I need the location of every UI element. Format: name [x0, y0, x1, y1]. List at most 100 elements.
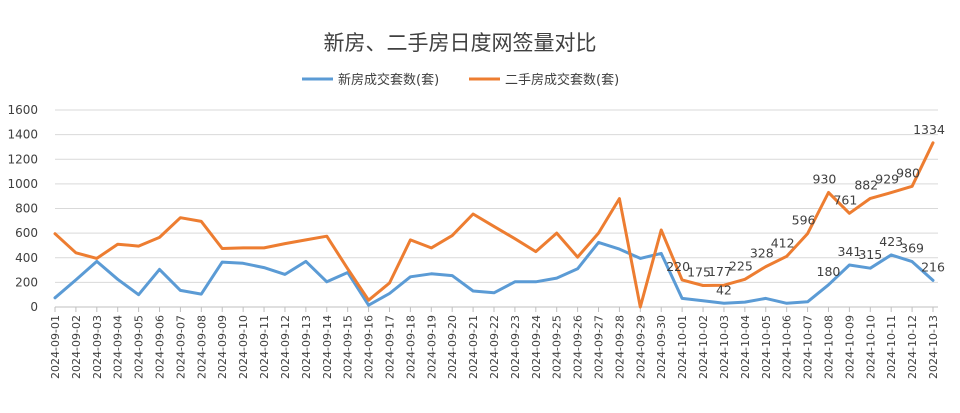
data-point	[889, 191, 893, 194]
x-tick-label: 2024-10-01	[676, 315, 689, 379]
y-axis-ticks: 0 200 400 600 800 1000 1200 1400 1600	[7, 103, 38, 314]
x-tick-label: 2024-09-01	[49, 315, 62, 379]
x-tick-label: 2024-09-16	[363, 315, 376, 379]
x-tick-label: 2024-09-10	[237, 315, 250, 379]
x-tick-label: 2024-10-12	[906, 315, 919, 379]
data-point	[241, 262, 245, 265]
x-tick-label: 2024-09-25	[551, 315, 564, 379]
data-point	[722, 302, 726, 305]
data-point	[450, 274, 454, 277]
data-point	[513, 237, 517, 240]
x-tick-label: 2024-09-02	[70, 315, 83, 379]
data-point	[158, 268, 161, 271]
data-point	[304, 260, 308, 263]
data-point	[388, 292, 391, 295]
x-tick-label: 2024-09-04	[112, 315, 125, 379]
data-point	[660, 252, 663, 255]
data-point	[53, 296, 57, 299]
x-tick-label: 2024-09-11	[258, 315, 271, 379]
x-tick-label: 2024-09-06	[154, 315, 167, 379]
data-point	[701, 284, 705, 287]
chart-title: 新房、二手房日度网签量对比	[324, 31, 597, 55]
data-label: 929	[875, 172, 899, 187]
y-tick-label: 800	[15, 202, 38, 216]
x-tick-label: 2024-09-30	[655, 315, 668, 379]
data-point	[555, 231, 558, 235]
x-tick-label: 2024-09-15	[342, 315, 355, 379]
data-point	[827, 283, 830, 287]
x-tick-label: 2024-09-07	[174, 315, 187, 379]
gridlines	[55, 109, 938, 308]
data-label: 177	[708, 264, 732, 279]
x-tick-label: 2024-10-05	[760, 315, 773, 379]
data-label: 180	[817, 264, 841, 279]
data-point	[262, 266, 266, 269]
x-tick-label: 2024-09-20	[446, 315, 459, 379]
data-point	[179, 289, 182, 292]
data-point	[283, 273, 287, 276]
data-point	[764, 265, 767, 268]
x-tick-label: 2024-10-10	[864, 315, 877, 379]
data-point	[764, 297, 767, 300]
x-tick-label: 2024-09-24	[530, 315, 543, 379]
data-point	[743, 278, 747, 281]
data-point	[597, 231, 600, 235]
x-tick-label: 2024-09-13	[300, 315, 313, 379]
data-point	[910, 260, 914, 263]
x-tick-label: 2024-09-03	[91, 315, 104, 379]
data-point	[137, 244, 140, 248]
data-point	[388, 281, 391, 285]
data-label: 423	[879, 234, 903, 249]
data-point	[53, 232, 57, 235]
data-point	[827, 191, 830, 194]
x-tick-label: 2024-09-21	[467, 315, 480, 379]
data-point	[325, 235, 328, 238]
data-point	[95, 260, 99, 263]
data-point	[430, 246, 433, 250]
data-point	[492, 291, 496, 295]
x-tick-label: 2024-09-29	[634, 315, 647, 379]
x-tick-label: 2024-09-26	[572, 315, 585, 379]
data-label: 980	[896, 165, 920, 180]
data-point	[597, 241, 600, 244]
data-point	[785, 255, 788, 258]
data-point	[555, 276, 558, 280]
data-label: 930	[813, 171, 837, 186]
data-point	[534, 280, 538, 283]
x-tick-label: 2024-09-28	[613, 315, 626, 379]
series-line-new-homes	[53, 240, 935, 307]
y-tick-label: 400	[15, 251, 38, 265]
data-point	[200, 220, 203, 223]
x-tick-label: 2024-09-12	[279, 315, 292, 379]
data-point	[367, 299, 370, 302]
data-point	[241, 246, 245, 250]
data-point	[639, 257, 642, 260]
data-point	[534, 250, 538, 253]
data-point	[931, 279, 935, 282]
data-point	[304, 238, 308, 242]
data-point	[116, 278, 119, 281]
data-point	[869, 197, 872, 200]
data-point	[367, 303, 370, 307]
data-label: 1334	[913, 122, 945, 137]
x-tick-label: 2024-09-14	[321, 315, 334, 379]
x-tick-label: 2024-10-06	[781, 315, 794, 379]
legend: 新房成交套数(套) 二手房成交套数(套)	[302, 72, 619, 88]
data-point	[722, 284, 726, 287]
x-tick-label: 2024-09-19	[425, 315, 438, 379]
data-point	[221, 260, 224, 264]
data-point	[806, 232, 809, 235]
data-point	[471, 212, 475, 216]
data-point	[116, 243, 119, 246]
x-tick-label: 2024-09-09	[216, 315, 229, 379]
data-point	[158, 236, 161, 239]
x-tick-label: 2024-10-13	[927, 315, 940, 379]
y-tick-label: 0	[30, 300, 38, 314]
data-point	[639, 305, 642, 309]
y-tick-label: 200	[15, 275, 38, 289]
data-point	[931, 141, 935, 144]
y-tick-label: 600	[15, 226, 38, 240]
data-label: 369	[900, 241, 924, 256]
data-point	[346, 267, 349, 271]
x-tick-label: 2024-10-02	[697, 315, 710, 379]
